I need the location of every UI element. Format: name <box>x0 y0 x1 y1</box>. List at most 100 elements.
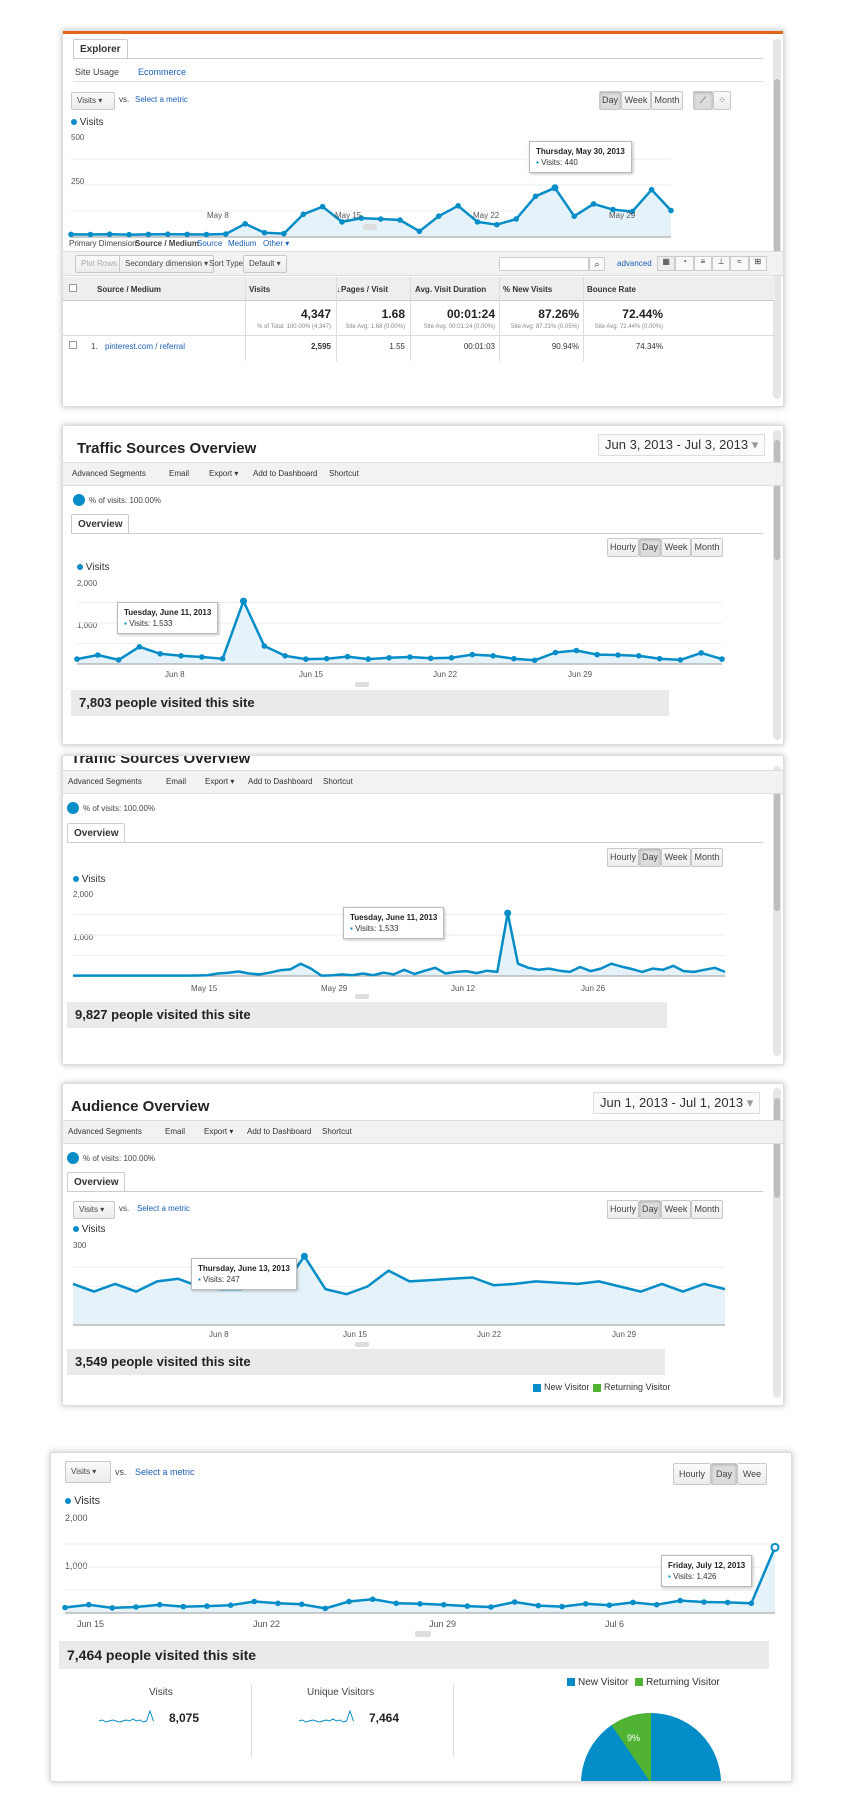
dimension-source[interactable]: Source <box>197 239 223 248</box>
data-point[interactable] <box>184 231 190 238</box>
col-source-medium[interactable]: Source / Medium <box>97 285 162 294</box>
col-pages-visit[interactable]: Pages / Visit <box>341 285 388 294</box>
dimension-source-medium[interactable]: Source / Medium <box>135 239 200 248</box>
data-point[interactable] <box>677 1597 684 1604</box>
data-point[interactable] <box>165 231 171 237</box>
data-point[interactable] <box>532 193 539 200</box>
data-point[interactable] <box>178 653 184 659</box>
month-button[interactable]: Month <box>691 538 723 557</box>
dimension-other[interactable]: Other ▾ <box>263 239 290 248</box>
data-point[interactable] <box>358 215 365 221</box>
pie-view-icon[interactable]: ◔ <box>675 256 694 271</box>
data-point[interactable] <box>282 653 288 659</box>
resize-handle[interactable] <box>355 1342 369 1347</box>
data-point[interactable] <box>416 228 423 235</box>
hourly-button[interactable]: Hourly <box>607 1200 639 1219</box>
data-point[interactable] <box>698 650 704 656</box>
data-point[interactable] <box>440 1601 447 1608</box>
data-point[interactable] <box>668 207 674 214</box>
data-point[interactable] <box>719 656 725 662</box>
export-button[interactable]: Export ▾ <box>204 1127 234 1136</box>
subtab-ecommerce[interactable]: Ecommerce <box>138 67 187 77</box>
data-point[interactable] <box>535 1602 542 1609</box>
data-point[interactable] <box>770 1542 780 1552</box>
data-point[interactable] <box>427 655 434 662</box>
data-point[interactable] <box>559 1603 565 1610</box>
data-point[interactable] <box>339 219 345 225</box>
row-checkbox[interactable] <box>69 341 77 349</box>
data-point[interactable] <box>319 203 326 210</box>
data-point[interactable] <box>377 216 384 222</box>
data-point[interactable] <box>386 655 392 661</box>
email-button[interactable]: Email <box>165 1127 186 1136</box>
data-point[interactable] <box>365 656 372 662</box>
data-point[interactable] <box>513 216 519 222</box>
data-point[interactable] <box>435 213 442 219</box>
data-point[interactable] <box>126 231 132 238</box>
data-point[interactable] <box>261 643 268 649</box>
data-point[interactable] <box>275 1600 281 1607</box>
add-to-dashboard-button[interactable]: Add to Dashboard <box>248 777 313 786</box>
data-point[interactable] <box>298 1601 305 1608</box>
shortcut-button[interactable]: Shortcut <box>323 777 353 786</box>
col-visits[interactable]: Visits ↓ <box>249 285 340 294</box>
data-point[interactable] <box>653 1601 660 1608</box>
scrollbar[interactable] <box>773 766 781 1056</box>
data-point[interactable] <box>300 1252 308 1260</box>
data-point[interactable] <box>203 231 210 238</box>
table-search-input[interactable] <box>499 257 589 271</box>
month-button[interactable]: Month <box>651 91 683 110</box>
data-point[interactable] <box>136 644 143 650</box>
data-point[interactable] <box>242 221 248 227</box>
data-point[interactable] <box>199 654 205 660</box>
email-button[interactable]: Email <box>169 469 190 478</box>
week-button[interactable]: Week <box>661 538 691 557</box>
date-range-picker[interactable]: Jun 1, 2013 - Jul 1, 2013 ▾ <box>593 1092 761 1114</box>
add-to-dashboard-button[interactable]: Add to Dashboard <box>247 1127 312 1136</box>
data-point[interactable] <box>133 1604 139 1610</box>
data-point[interactable] <box>204 1603 210 1609</box>
row-source-link[interactable]: pinterest.com / referral <box>105 342 186 351</box>
data-point[interactable] <box>68 231 74 238</box>
scrollbar[interactable] <box>773 39 781 399</box>
date-range-picker[interactable]: Jun 3, 2013 - Jul 3, 2013 ▾ <box>598 434 766 456</box>
secondary-dimension-dropdown[interactable]: Secondary dimension ▾ <box>119 255 215 273</box>
data-point[interactable] <box>156 1601 163 1608</box>
data-point[interactable] <box>494 221 500 228</box>
hourly-button[interactable]: Hourly <box>607 538 639 557</box>
data-point[interactable] <box>300 211 307 218</box>
data-point[interactable] <box>590 201 597 207</box>
data-point[interactable] <box>346 1598 352 1605</box>
data-point[interactable] <box>157 651 163 657</box>
data-point[interactable] <box>344 653 351 660</box>
data-point[interactable] <box>106 231 113 237</box>
data-point[interactable] <box>511 1599 518 1605</box>
day-button[interactable]: Day <box>639 848 661 867</box>
data-point[interactable] <box>488 1604 494 1610</box>
data-point[interactable] <box>251 1598 258 1605</box>
sort-type-dropdown[interactable]: Default ▾ <box>243 255 287 273</box>
data-point[interactable] <box>677 657 684 663</box>
data-point[interactable] <box>145 231 152 238</box>
data-point[interactable] <box>531 657 538 664</box>
select-metric-link[interactable]: Select a metric <box>135 1467 195 1477</box>
data-point[interactable] <box>610 206 616 213</box>
scrollbar[interactable] <box>773 430 781 740</box>
data-point[interactable] <box>281 230 287 237</box>
resize-handle[interactable] <box>355 994 369 999</box>
week-button[interactable]: Wee <box>737 1463 767 1485</box>
resize-handle[interactable] <box>363 224 377 230</box>
data-point[interactable] <box>629 208 636 215</box>
data-point[interactable] <box>701 1599 707 1605</box>
search-icon[interactable]: ⌕ <box>589 257 605 271</box>
resize-handle[interactable] <box>355 682 369 687</box>
data-point[interactable] <box>109 1605 116 1611</box>
select-metric-link[interactable]: Select a metric <box>135 95 188 104</box>
data-point[interactable] <box>469 651 476 658</box>
data-point[interactable] <box>504 909 512 917</box>
advanced-segments-button[interactable]: Advanced Segments <box>68 777 142 786</box>
day-button[interactable]: Day <box>639 538 661 557</box>
dimension-medium[interactable]: Medium <box>228 239 257 248</box>
week-button[interactable]: Week <box>661 1200 691 1219</box>
advanced-segments-button[interactable]: Advanced Segments <box>72 469 146 478</box>
